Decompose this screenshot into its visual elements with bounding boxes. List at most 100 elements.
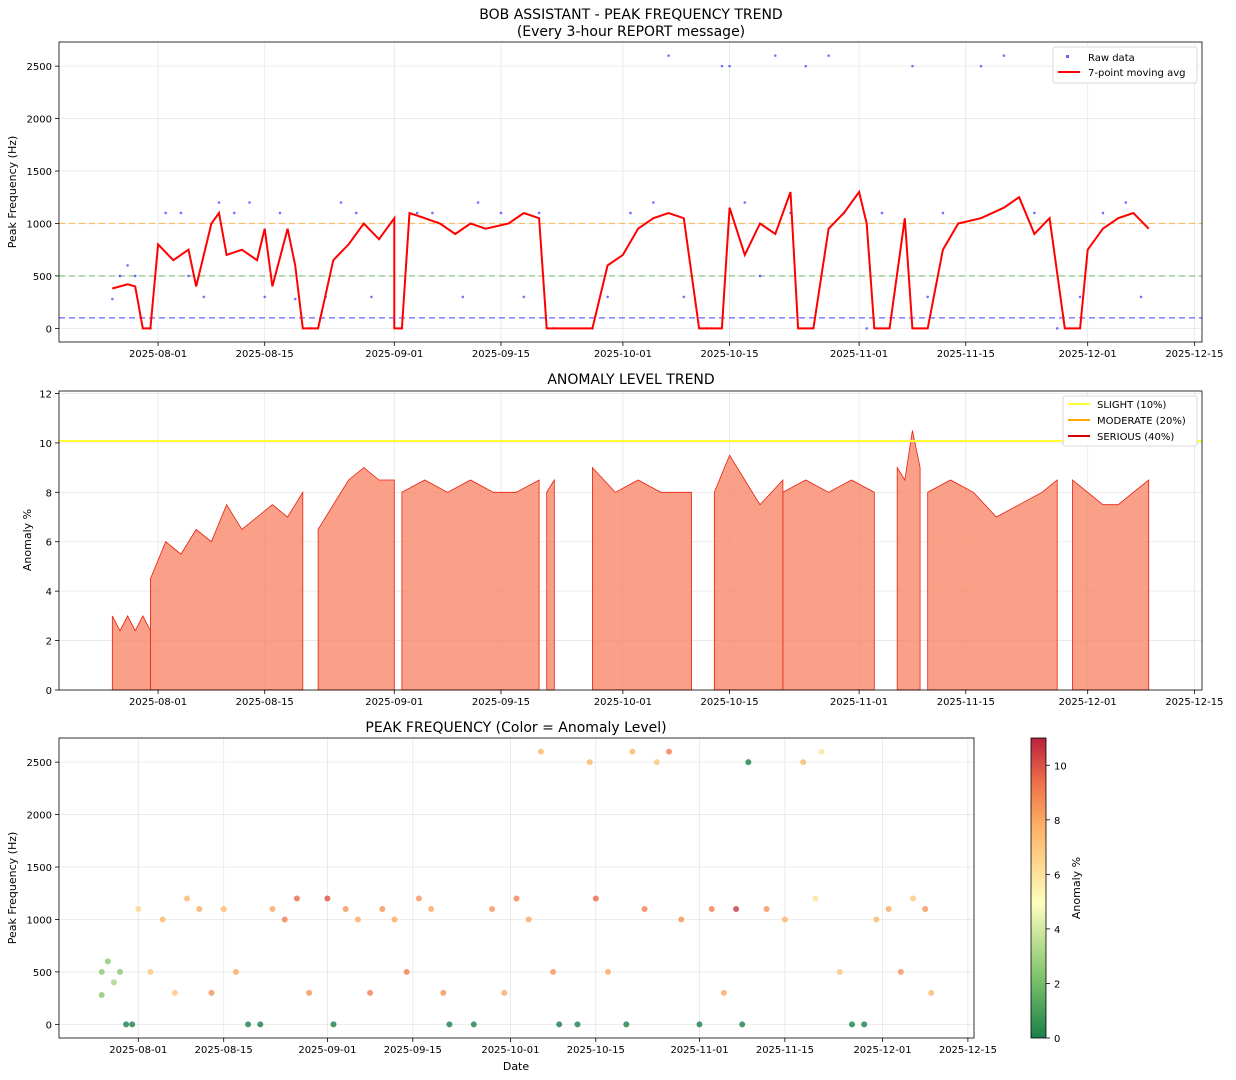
colored-data-point — [440, 989, 447, 996]
y-tick-label: 500 — [33, 272, 52, 283]
panel1-title-line1: BOB ASSISTANT - PEAK FREQUENCY TREND — [479, 7, 782, 23]
colorbar — [1030, 737, 1047, 1039]
colored-data-point — [525, 916, 532, 923]
colored-data-point — [885, 905, 892, 912]
colored-data-point — [501, 989, 508, 996]
raw-data-point — [118, 274, 122, 278]
panel3-colored-points — [98, 748, 935, 1028]
raw-data-point — [720, 64, 724, 68]
legend-moving-avg-label: 7-point moving avg — [1088, 68, 1185, 79]
x-tick-label: 2025-11-15 — [756, 1045, 814, 1056]
colored-data-point — [550, 968, 557, 975]
x-tick-label: 2025-10-15 — [700, 349, 758, 360]
colored-data-point — [641, 905, 648, 912]
x-tick-label: 2025-12-01 — [1059, 349, 1117, 360]
raw-data-point — [461, 295, 465, 299]
colored-data-point — [104, 958, 111, 965]
colored-data-point — [556, 1021, 563, 1028]
y-tick-label: 4 — [46, 587, 52, 598]
colored-data-point — [653, 759, 660, 766]
raw-data-point — [979, 64, 983, 68]
colored-data-point — [123, 1021, 130, 1028]
colored-data-point — [135, 905, 142, 912]
y-tick-label: 2500 — [27, 62, 52, 73]
colored-data-point — [342, 905, 349, 912]
colored-data-point — [98, 968, 105, 975]
colored-data-point — [623, 1021, 630, 1028]
colored-data-point — [629, 748, 636, 755]
x-tick-label: 2025-09-01 — [365, 697, 423, 708]
raw-data-point — [522, 295, 526, 299]
colored-data-point — [910, 895, 916, 902]
panel3-x-ticks: 2025-08-01 2025-08-15 2025-09-01 2025-09-15… — [109, 1038, 997, 1056]
x-tick-label: 2025-11-15 — [937, 349, 995, 360]
panel2-legend: SLIGHT (10%) MODERATE (20%) SERIOUS (40%… — [1062, 395, 1198, 447]
x-tick-label: 2025-09-01 — [365, 349, 423, 360]
raw-data-point — [682, 295, 686, 299]
panel3-x-label: Date — [503, 1060, 530, 1073]
raw-data-point — [370, 295, 373, 299]
x-tick-label: 2025-08-15 — [195, 1045, 253, 1056]
x-tick-label: 2025-10-15 — [567, 1045, 625, 1056]
raw-data-point — [293, 297, 297, 301]
raw-data-point — [431, 211, 434, 215]
colored-data-point — [708, 905, 715, 912]
panel3-title: PEAK FREQUENCY (Color = Anomaly Level) — [365, 720, 666, 736]
y-tick-label: 2000 — [27, 811, 52, 822]
colored-data-point — [745, 759, 752, 766]
panel-peak-frequency-colored: PEAK FREQUENCY (Color = Anomaly Level) 2… — [6, 720, 1083, 1073]
panel1-y-label: Peak Frequency (Hz) — [6, 136, 19, 249]
colored-data-point — [812, 895, 819, 902]
raw-data-point — [1124, 201, 1128, 204]
colored-data-point — [513, 895, 520, 902]
panel3-frame — [58, 737, 975, 1039]
colored-data-point — [861, 1021, 868, 1028]
colored-data-point — [171, 989, 178, 996]
raw-data-point — [758, 274, 762, 278]
raw-data-point — [880, 211, 884, 215]
raw-data-point — [827, 54, 830, 57]
x-tick-label: 2025-10-15 — [700, 697, 758, 708]
colorbar-tick-label: 10 — [1054, 761, 1067, 772]
panel-anomaly-level-trend: ANOMALY LEVEL TREND 2025-08-01 2025-08-15… — [21, 372, 1223, 708]
colored-data-point — [245, 1021, 252, 1028]
panel1-raw-data-points — [111, 54, 1143, 330]
legend-moderate-label: MODERATE (20%) — [1097, 416, 1186, 427]
y-tick-label: 1000 — [27, 915, 52, 926]
panel1-frame — [58, 41, 1203, 343]
colored-data-point — [574, 1021, 581, 1028]
colored-data-point — [306, 989, 313, 996]
raw-data-point — [1055, 327, 1059, 330]
colored-data-point — [818, 748, 825, 755]
colored-data-point — [897, 968, 904, 975]
colored-data-point — [129, 1021, 136, 1028]
panel1-reference-lines — [59, 222, 1202, 319]
raw-data-point — [415, 211, 419, 215]
anomaly-area — [1072, 479, 1150, 691]
anomaly-area — [896, 430, 921, 691]
colorbar-tick-label: 8 — [1054, 816, 1060, 827]
x-tick-label: 2025-09-15 — [384, 1045, 442, 1056]
legend-serious-label: SERIOUS (40%) — [1097, 432, 1174, 443]
colored-data-point — [836, 968, 843, 975]
colored-data-point — [269, 905, 276, 912]
colored-data-point — [110, 979, 117, 986]
raw-data-point — [865, 327, 869, 330]
colored-data-point — [586, 759, 593, 766]
colored-data-point — [592, 895, 599, 902]
anomaly-area — [150, 490, 304, 691]
x-tick-label: 2025-10-01 — [481, 1045, 539, 1056]
panel2-y-label: Anomaly % — [21, 509, 34, 571]
raw-data-point — [248, 201, 251, 204]
y-tick-label: 10 — [39, 439, 52, 450]
y-tick-label: 0 — [46, 686, 52, 697]
y-tick-label: 2 — [46, 637, 52, 648]
raw-data-point — [339, 201, 343, 204]
panel1-moving-average — [112, 189, 1150, 330]
legend-raw-data-marker — [1066, 55, 1069, 58]
y-tick-label: 1500 — [27, 863, 52, 874]
y-tick-label: 0 — [46, 1020, 52, 1031]
raw-data-point — [652, 201, 655, 204]
colored-data-point — [739, 1021, 746, 1028]
y-tick-label: 12 — [39, 389, 52, 400]
